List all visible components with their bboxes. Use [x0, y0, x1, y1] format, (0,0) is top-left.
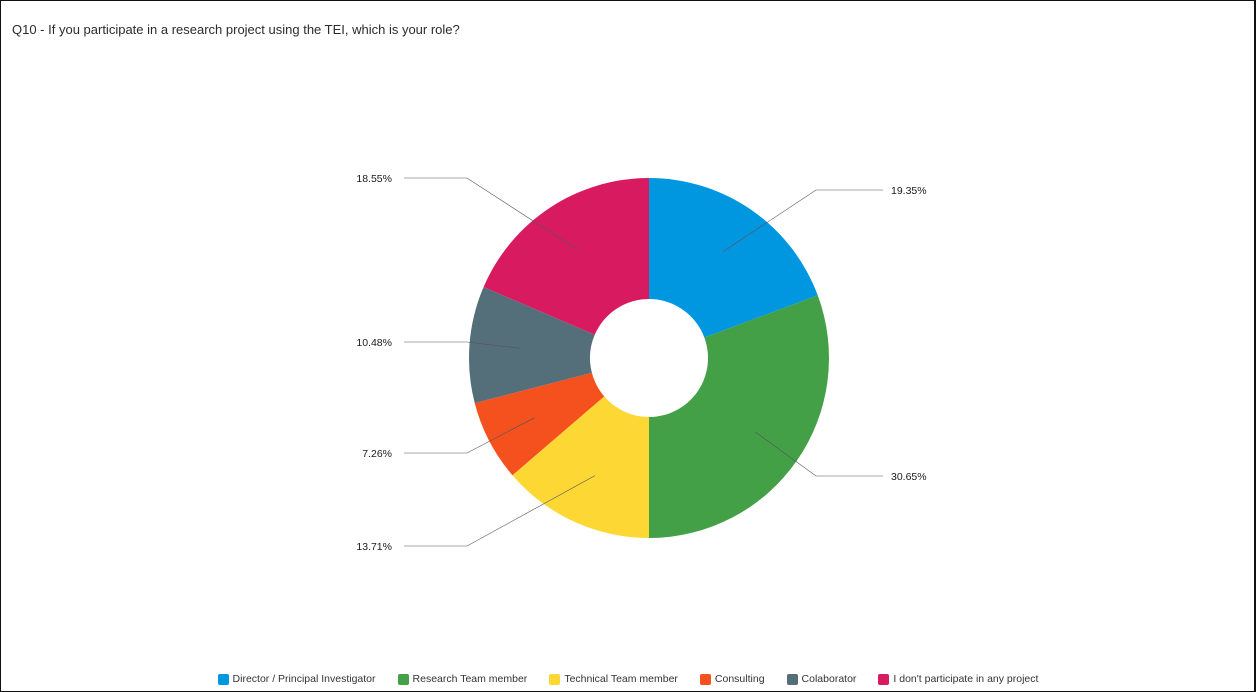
legend-item-i-don-t-participate-in-any-project[interactable]: I don't participate in any project [878, 673, 1038, 685]
donut-slice-colaborator[interactable] [469, 287, 595, 404]
legend-item-technical-team-member[interactable]: Technical Team member [549, 673, 678, 685]
legend-swatch [786, 673, 798, 685]
legend-label: Director / Principal Investigator [232, 673, 376, 685]
legend-swatch [217, 673, 229, 685]
chart-legend: Director / Principal Investigator Researc… [1, 673, 1255, 685]
pct-label-director-principal-investigator: 19.35% [891, 185, 927, 197]
leader-line-technical-team-member [404, 475, 596, 547]
legend-item-research-team-member[interactable]: Research Team member [397, 673, 528, 685]
legend-item-consulting[interactable]: Consulting [699, 673, 765, 685]
donut-slice-consulting[interactable] [474, 372, 605, 476]
pct-label-colaborator: 10.48% [356, 337, 392, 349]
pct-label-i-don-t-participate-in-any-project: 18.55% [356, 173, 392, 185]
leader-line-colaborator [404, 341, 520, 349]
donut-slice-research-team-member[interactable] [649, 295, 829, 538]
legend-label: Consulting [714, 673, 765, 685]
donut-slice-i-don-t-participate-in-any-project[interactable] [483, 178, 649, 335]
leader-line-consulting [404, 417, 535, 454]
pct-label-consulting: 7.26% [362, 448, 392, 460]
legend-swatch [549, 673, 561, 685]
legend-swatch [397, 673, 409, 685]
leader-line-i-don-t-participate-in-any-project [404, 177, 578, 251]
legend-label: Colaborator [801, 673, 857, 685]
legend-swatch [699, 673, 711, 685]
legend-label: Research Team member [412, 673, 528, 685]
legend-item-colaborator[interactable]: Colaborator [786, 673, 857, 685]
legend-item-director-principal-investigator[interactable]: Director / Principal Investigator [217, 673, 376, 685]
donut-slice-technical-team-member[interactable] [512, 396, 649, 538]
pct-label-research-team-member: 30.65% [891, 471, 927, 483]
legend-label: Technical Team member [564, 673, 678, 685]
legend-label: I don't participate in any project [893, 673, 1039, 685]
donut-slice-director-principal-investigator[interactable] [649, 178, 818, 338]
legend-swatch [878, 673, 890, 685]
leader-line-director-principal-investigator [722, 189, 883, 252]
question-title: Q10 - If you participate in a research p… [12, 22, 460, 37]
pct-label-technical-team-member: 13.71% [356, 541, 392, 553]
leader-line-research-team-member [755, 431, 883, 477]
